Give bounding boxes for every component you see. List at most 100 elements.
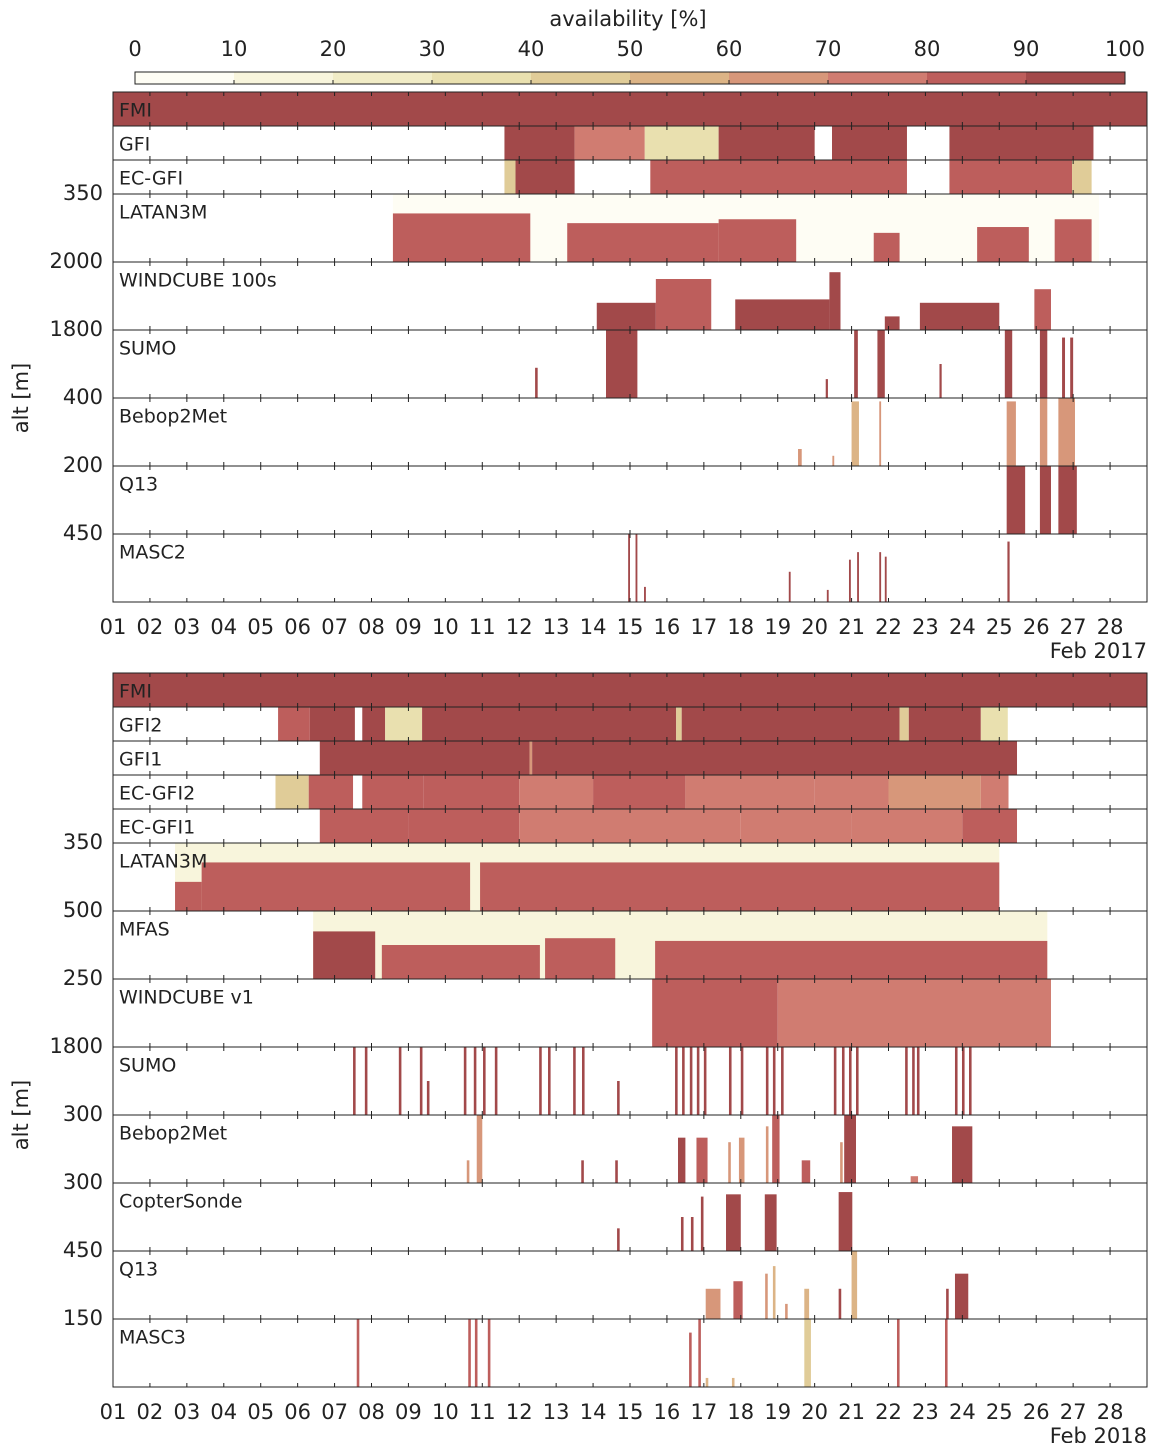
x-tick-label: 08 <box>358 1400 385 1424</box>
availability-segment <box>1004 330 1013 398</box>
y-tick-label: 300 <box>63 1170 103 1194</box>
availability-segment <box>788 571 791 602</box>
availability-segment <box>385 707 423 741</box>
availability-segment <box>785 1303 788 1319</box>
availability-segment <box>912 1047 915 1115</box>
x-tick-label: 18 <box>727 615 754 639</box>
row-label: EC-GFI2 <box>119 783 195 805</box>
availability-segment <box>483 1047 486 1115</box>
availability-segment <box>319 809 409 843</box>
availability-segment <box>980 707 1008 741</box>
availability-segment <box>1072 160 1092 194</box>
availability-segment <box>473 1047 477 1115</box>
availability-segment <box>278 707 310 741</box>
x-tick-label: 06 <box>284 615 311 639</box>
x-tick-label: 05 <box>247 615 274 639</box>
x-tick-label: 11 <box>469 615 496 639</box>
y-tick-label: 350 <box>63 181 103 205</box>
row-frame <box>112 465 1148 535</box>
availability-segment <box>1070 337 1074 398</box>
availability-segment <box>980 775 1009 809</box>
colorbar-tick-label: 40 <box>518 37 545 61</box>
availability-segment <box>1062 337 1066 398</box>
availability-segment <box>398 1047 402 1115</box>
availability-segment <box>826 589 829 602</box>
x-tick-label: 16 <box>654 615 681 639</box>
availability-segment <box>832 455 835 466</box>
availability-segment <box>731 1377 735 1387</box>
x-tick-label: 25 <box>986 1400 1013 1424</box>
colorbar-tick-label: 50 <box>617 37 644 61</box>
availability-segment <box>726 1194 741 1251</box>
availability-segment <box>519 775 594 809</box>
availability-segment <box>1054 219 1092 262</box>
row-frame <box>112 1182 1148 1252</box>
y-tick-label: 500 <box>63 898 103 922</box>
availability-segment <box>703 1047 707 1115</box>
availability-segment <box>596 302 656 330</box>
availability-segment <box>487 1319 491 1387</box>
availability-segment <box>977 227 1029 262</box>
availability-segment <box>362 707 386 741</box>
x-tick-label: 24 <box>949 1400 976 1424</box>
y-tick-label: 150 <box>63 1306 103 1330</box>
availability-segment <box>728 1142 731 1183</box>
availability-segment <box>949 160 1073 194</box>
row-frame <box>112 1046 1148 1116</box>
availability-segment <box>696 1137 708 1183</box>
availability-segment <box>468 1319 471 1387</box>
availability-segment <box>504 126 575 160</box>
x-tick-label: 15 <box>617 1400 644 1424</box>
availability-segment <box>705 1288 721 1319</box>
y-tick-label: 450 <box>63 521 103 545</box>
availability-segment <box>504 160 516 194</box>
y-tick-label: 1800 <box>50 317 103 341</box>
availability-segment <box>1006 466 1026 534</box>
x-tick-label: 14 <box>580 615 607 639</box>
x-tick-label: 26 <box>1023 1400 1050 1424</box>
x-tick-label: 02 <box>137 615 164 639</box>
availability-segment <box>309 707 355 741</box>
availability-segment <box>652 979 778 1047</box>
x-tick-label: 14 <box>580 1400 607 1424</box>
availability-segment <box>1058 466 1077 534</box>
availability-segment <box>617 1081 620 1115</box>
availability-segment <box>680 1217 684 1251</box>
availability-segment <box>635 534 638 602</box>
availability-segment <box>705 1377 709 1387</box>
availability-segment <box>313 931 376 979</box>
x-tick-label: 28 <box>1097 1400 1124 1424</box>
colorbar-tick-label: 20 <box>320 37 347 61</box>
availability-segment <box>833 1047 837 1115</box>
availability-segment <box>480 862 1000 911</box>
row-label: Bebop2Met <box>119 1123 227 1145</box>
availability-segment <box>362 775 424 809</box>
row-label: WINDCUBE 100s <box>119 270 277 292</box>
availability-segment <box>539 1047 542 1115</box>
availability-segment <box>476 1115 483 1183</box>
availability-segment <box>851 809 963 843</box>
x-tick-label: 09 <box>395 615 422 639</box>
availability-segment <box>1039 398 1048 466</box>
availability-segment <box>628 534 630 602</box>
availability-segment <box>698 1319 701 1387</box>
x-tick-label: 19 <box>764 615 791 639</box>
availability-segment <box>593 775 686 809</box>
x-tick-label: 17 <box>690 615 717 639</box>
colorbar-bin <box>135 72 234 84</box>
availability-segment <box>801 1160 811 1183</box>
row-label: Q13 <box>119 1259 158 1281</box>
row-frame <box>112 1250 1148 1320</box>
availability-segment <box>113 673 1147 707</box>
x-tick-label: 24 <box>949 615 976 639</box>
x-tick-label: 28 <box>1097 615 1124 639</box>
colorbar-bin <box>828 72 927 84</box>
colorbar-bin <box>630 72 729 84</box>
row-label: EC-GFI <box>119 168 183 190</box>
availability-segment <box>422 707 677 741</box>
x-tick-label: 11 <box>469 1400 496 1424</box>
availability-segment <box>644 126 719 160</box>
availability-segment <box>899 707 909 741</box>
x-tick-label: 22 <box>875 615 902 639</box>
availability-segment <box>1034 289 1051 330</box>
